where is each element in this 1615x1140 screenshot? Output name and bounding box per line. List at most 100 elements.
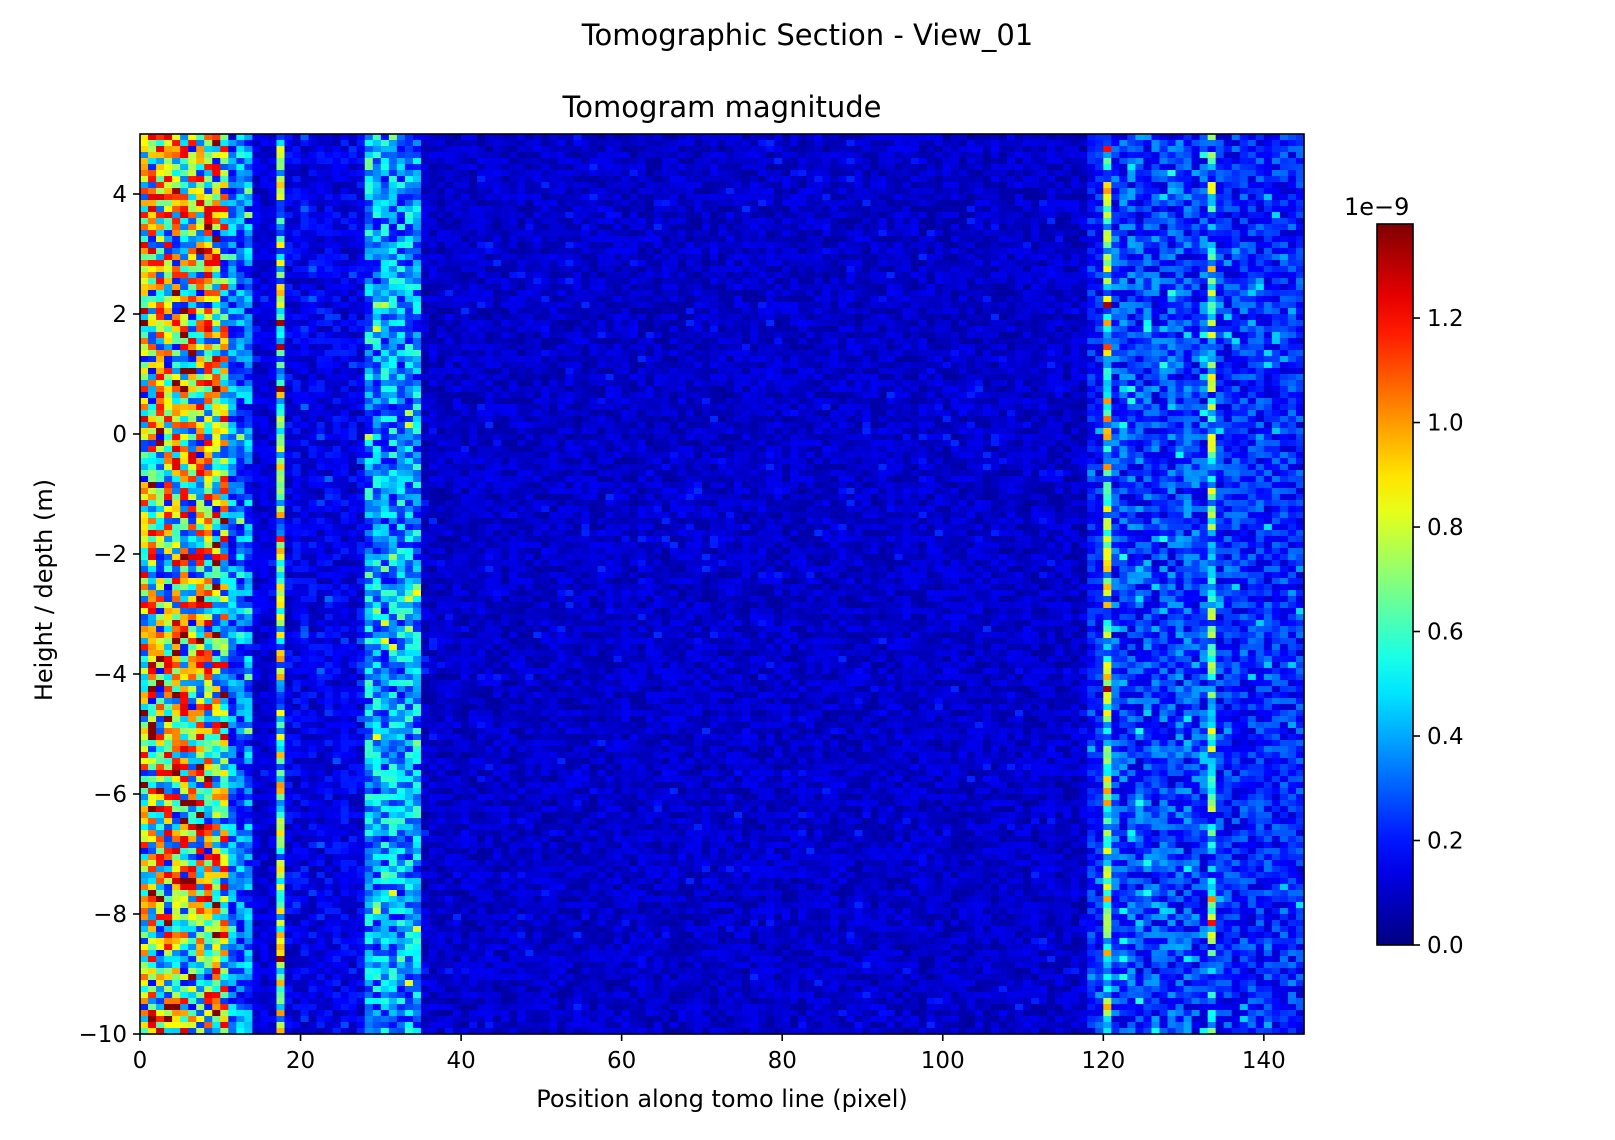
heatmap-cell (236, 362, 245, 369)
heatmap-cell (364, 596, 374, 603)
heatmap-cell (172, 212, 181, 219)
heatmap-cell (236, 356, 245, 363)
heatmap-cell (204, 548, 213, 555)
heatmap-cell (268, 488, 278, 495)
heatmap-cell (324, 728, 334, 735)
heatmap-cell (212, 830, 221, 837)
heatmap-cell (316, 920, 326, 927)
heatmap-cell (284, 746, 294, 753)
heatmap-cell (148, 674, 157, 681)
heatmap-cell (244, 254, 253, 261)
heatmap-cell (140, 1028, 149, 1035)
heatmap-cell (148, 290, 157, 297)
heatmap-cell (236, 200, 245, 207)
heatmap-cell (196, 596, 205, 603)
heatmap-cell (228, 584, 237, 591)
heatmap-cell (404, 320, 414, 327)
heatmap-cell (292, 440, 302, 447)
heatmap-cell (396, 866, 406, 873)
heatmap-cell (388, 1028, 398, 1035)
heatmap-cell (164, 656, 173, 663)
heatmap-cell (148, 566, 157, 573)
heatmap-cell (356, 746, 366, 753)
heatmap-cell (212, 212, 221, 219)
heatmap-cell (332, 254, 342, 261)
heatmap-cell (380, 908, 390, 915)
heatmap-cell (140, 158, 149, 165)
heatmap-cell (348, 500, 358, 507)
heatmap-cell (396, 410, 406, 417)
heatmap-cell (156, 836, 165, 843)
heatmap-cell (196, 176, 205, 183)
heatmap-cell (156, 782, 165, 789)
heatmap-cell (156, 386, 165, 393)
heatmap-cell (276, 170, 286, 177)
heatmap-cell (292, 680, 302, 687)
heatmap-cell (188, 782, 197, 789)
heatmap-cell (276, 200, 286, 207)
heatmap-cell (332, 818, 342, 825)
heatmap-cell (356, 284, 366, 291)
heatmap-cell (364, 338, 374, 345)
heatmap-cell (292, 200, 302, 207)
heatmap-cell (252, 968, 262, 975)
heatmap-cell (140, 152, 149, 159)
heatmap-cell (292, 542, 302, 549)
heatmap-cell (244, 1028, 253, 1035)
heatmap-cell (252, 992, 262, 999)
heatmap-cell (180, 350, 189, 357)
heatmap-cell (364, 818, 374, 825)
heatmap-cell (156, 434, 165, 441)
heatmap-cell (356, 158, 366, 165)
heatmap-cell (172, 566, 181, 573)
heatmap-cell (260, 332, 270, 339)
heatmap-cell (244, 1022, 253, 1029)
heatmap-cell (332, 410, 342, 417)
heatmap-cell (188, 308, 197, 315)
heatmap-cell (348, 974, 358, 981)
heatmap-cell (332, 1016, 342, 1023)
heatmap-cell (220, 326, 229, 333)
heatmap-cell (276, 272, 286, 279)
heatmap-cell (372, 332, 382, 339)
heatmap-cell (172, 776, 181, 783)
heatmap-cell (340, 218, 350, 225)
heatmap-cell (180, 656, 189, 663)
heatmap-cell (172, 914, 181, 921)
heatmap-cell (172, 452, 181, 459)
heatmap-cell (364, 632, 374, 639)
heatmap-cell (196, 674, 205, 681)
heatmap-cell (164, 158, 173, 165)
heatmap-cell (196, 722, 205, 729)
heatmap-cell (180, 692, 189, 699)
heatmap-cell (260, 914, 270, 921)
heatmap-cell (380, 290, 390, 297)
heatmap-cell (276, 584, 286, 591)
heatmap-cell (292, 494, 302, 501)
heatmap-cell (308, 704, 318, 711)
heatmap-cell (188, 380, 197, 387)
heatmap-cell (300, 548, 310, 555)
heatmap-cell (388, 566, 398, 573)
heatmap-cell (396, 536, 406, 543)
heatmap-cell (284, 542, 294, 549)
heatmap-cell (156, 326, 165, 333)
heatmap-cell (332, 302, 342, 309)
heatmap-cell (396, 584, 406, 591)
heatmap-cell (220, 146, 229, 153)
heatmap-cell (188, 470, 197, 477)
heatmap-cell (284, 278, 294, 285)
heatmap-cell (236, 488, 245, 495)
heatmap-cell (172, 554, 181, 561)
heatmap-cell (276, 1016, 286, 1023)
heatmap-cell (164, 956, 173, 963)
heatmap-cell (236, 176, 245, 183)
heatmap-cell (340, 230, 350, 237)
heatmap-cell (204, 530, 213, 537)
heatmap-cell (140, 182, 149, 189)
heatmap-cell (284, 932, 294, 939)
heatmap-cell (388, 602, 398, 609)
heatmap-cell (252, 890, 262, 897)
heatmap-cell (340, 260, 350, 267)
heatmap-cell (236, 434, 245, 441)
